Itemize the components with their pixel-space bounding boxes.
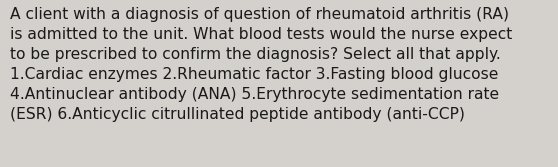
Text: A client with a diagnosis of question of rheumatoid arthritis (RA)
is admitted t: A client with a diagnosis of question of… [10,7,512,122]
